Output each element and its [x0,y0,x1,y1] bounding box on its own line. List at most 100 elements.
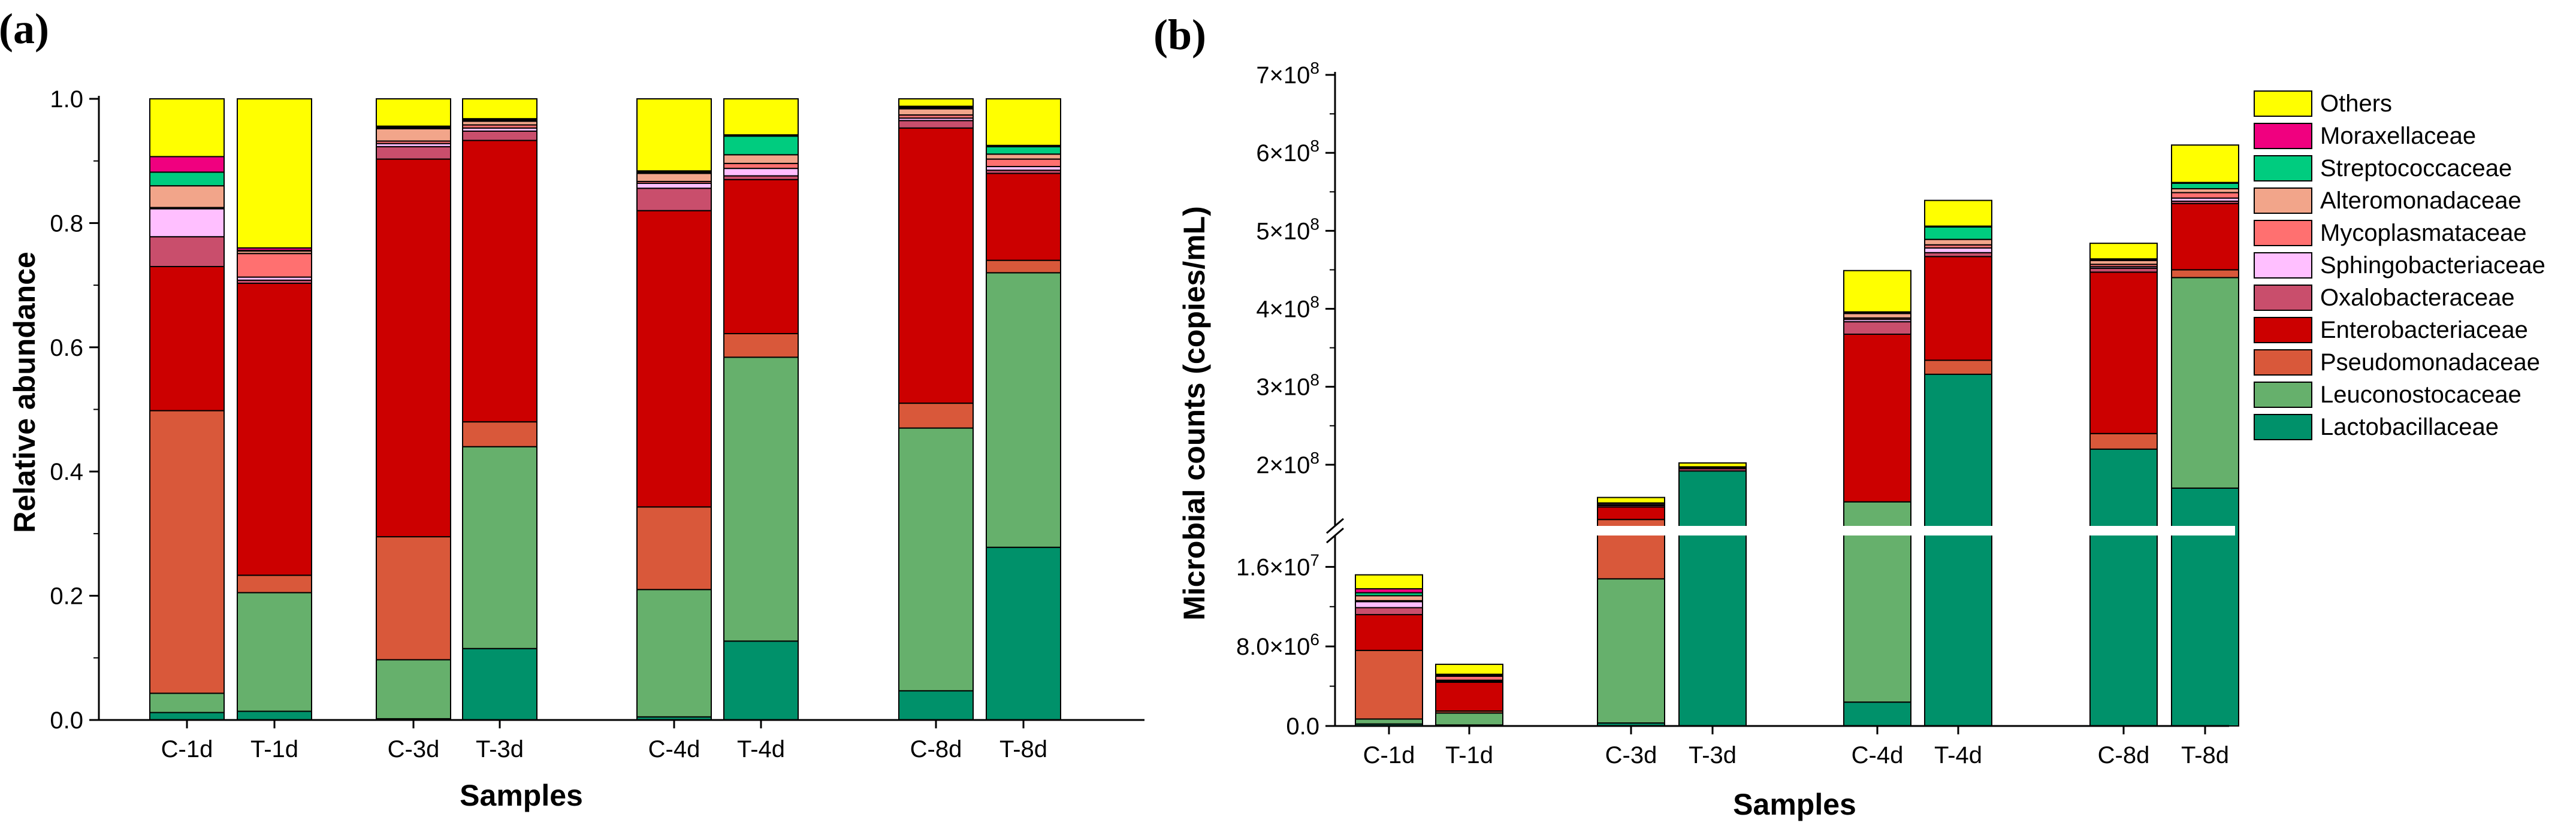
bar-segment-oxalobacteraceae-c-1d [1355,607,1423,616]
bar-segment-others-t-8d [2171,144,2239,183]
bar-segment-enterobacteriaceae-t-1d [237,282,312,576]
bar-segment-enterobacteriaceae-c-4d [636,210,712,508]
bar-segment-oxalobacteraceae-c-3d [376,146,451,160]
bar-segment-oxalobacteraceae-c-1d [149,236,225,267]
bar-segment-leuconostocaceae-c-3d [1597,578,1665,724]
bar-segment-pseudomonadaceae-c-8d [2089,432,2158,450]
panel-b: (b) C-1d T-1d C-3d T-3d C-4d T-4d C-8d T-8d 0.0 8… [1153,11,2239,821]
bar-segment-streptococcaceae-t-4d [1924,226,1992,240]
bar-segment-sphingobacteriaceae-c-4d [636,183,712,189]
bar-segment-enterobacteriaceae-c-1d [1355,614,1423,651]
x-tick-label-c-4d: C-4d [648,736,700,763]
bar-segment-leuconostocaceae-c-3d [376,659,451,719]
bar-segment-pseudomonadaceae-c-4d [636,506,712,591]
bar-segment-enterobacteriaceae-t-3d [462,140,537,423]
x-tick-label-c-8d: C-8d [2098,742,2150,769]
x-tick-label-t-1d: T-1d [1445,742,1493,769]
bar-segment-mycoplasmataceae-t-8d [2171,192,2239,199]
bar-segment-pseudomonadaceae-c-1d [149,410,225,694]
x-tick-label-t-4d: T-4d [737,736,785,763]
bar-segment-alteromonadaceae-c-3d [376,128,451,142]
x-tick-label-c-8d: C-8d [910,736,962,763]
bar-segment-pseudomonadaceae-t-3d [462,421,537,447]
legend-swatch-oxalobacteraceae [2254,285,2312,311]
bar-segment-enterobacteriaceae-c-1d [149,265,225,412]
bar-segment-alteromonadaceae-c-1d [1355,595,1423,601]
panel-a-axes: C-1d T-1d C-3d T-3d C-4d T-4d C-8d T-8d 0.0 0.2 0.… [50,86,1144,763]
bar-segment-enterobacteriaceae-t-1d [1435,681,1503,712]
legend-label-moraxellaceae: Moraxellaceae [2320,123,2476,149]
legend-label-oxalobacteraceae: Oxalobacteraceae [2320,285,2515,311]
y-tick-label-0-6: 0.6 [50,335,83,361]
bar-segment-leuconostocaceae-c-8d [898,427,974,692]
bar-segment-lactobacillaceae-c-8d [2089,448,2158,727]
y-tick-label-upper-0: 2×108 [1256,449,1319,479]
panel-a-label: (a) [0,5,49,53]
bar-segment-oxalobacteraceae-c-8d [898,120,974,129]
bar-segment-moraxellaceae-c-1d [149,156,225,173]
x-tick-label-c-1d: C-1d [1363,742,1415,769]
bar-segment-others-t-8d [986,98,1061,146]
bar-segment-pseudomonadaceae-t-8d [2171,269,2239,279]
bar-segment-others-c-1d [149,98,225,158]
legend-swatch-streptococcaceae [2254,155,2312,181]
bar-segment-others-t-3d [462,98,537,120]
bar-segment-enterobacteriaceae-c-3d [376,158,451,538]
bar-segment-oxalobacteraceae-c-4d [636,187,712,211]
legend-label-mycoplasmataceae: Mycoplasmataceae [2320,220,2527,246]
panel-b-label: (b) [1153,11,1206,59]
legend-label-pseudomonadaceae: Pseudomonadaceae [2320,349,2540,376]
legend-label-streptococcaceae: Streptococcaceae [2320,155,2512,181]
bar-segment-pseudomonadaceae-c-1d [1355,649,1423,720]
x-tick-label-c-3d: C-3d [388,736,440,763]
bar-segment-pseudomonadaceae-c-3d [376,536,451,661]
y-tick-label-upper-4: 6×108 [1256,137,1319,167]
bar-segment-alteromonadaceae-t-4d [723,154,799,164]
legend-swatch-alteromonadaceae [2254,187,2312,214]
bar-segment-enterobacteriaceae-c-8d [2089,271,2158,434]
y-tick-label-0-2: 0.2 [50,583,83,610]
bar-segment-sphingobacteriaceae-t-4d [723,168,799,177]
bar-segment-others-t-1d [237,98,312,249]
legend-swatch-moraxellaceae [2254,123,2312,149]
panel-a-bars [149,98,1061,721]
y-tick-label-0-8: 0.8 [50,210,83,237]
bar-segment-lactobacillaceae-c-1d [149,712,225,721]
panel-a-xlabel: Samples [460,779,583,812]
x-tick-label-c-3d: C-3d [1605,742,1657,769]
y-tick-label-upper-3: 5×108 [1256,214,1319,244]
bar-segment-others-c-4d [1843,270,1911,313]
bar-segment-lactobacillaceae-t-1d [237,710,312,721]
x-tick-label-t-1d: T-1d [250,736,298,763]
axis-break-mark [1326,518,1344,534]
y-tick-label-lower-1: 8.0×106 [1236,630,1319,660]
bar-segment-leuconostocaceae-t-1d [237,592,312,712]
panel-b-axes: C-1d T-1d C-3d T-3d C-4d T-4d C-8d T-8d 0.0 8.0×1… [1236,59,2229,769]
bar-segment-leuconostocaceae-c-4d [636,589,712,718]
y-tick-label-lower-2: 1.6×107 [1236,550,1319,580]
bar-segment-lactobacillaceae-t-4d [1924,373,1992,727]
y-tick-label-0-0: 0.0 [50,707,83,734]
bar-segment-mycoplasmataceae-t-4d [723,162,799,170]
panel-b-ylabel: Microbial counts (copies/mL) [1177,206,1211,621]
bar-segment-alteromonadaceae-c-4d [636,173,712,182]
bar-segment-oxalobacteraceae-c-4d [1843,321,1911,335]
x-tick-label-c-1d: C-1d [161,736,213,763]
bar-segment-others-c-1d [1355,574,1423,589]
bar-segment-leuconostocaceae-c-1d [1355,718,1423,725]
x-tick-label-t-3d: T-3d [1689,742,1737,769]
bar-segment-others-t-4d [1924,199,1992,227]
x-tick-label-t-8d: T-8d [999,736,1047,763]
bar-segment-others-c-4d [636,98,712,172]
bar-segment-leuconostocaceae-t-4d [723,356,799,642]
x-tick-label-c-4d: C-4d [1852,742,1904,769]
axis-break-gap [1317,526,2235,535]
bar-segment-others-c-8d [2089,243,2158,260]
legend-swatch-lactobacillaceae [2254,414,2312,440]
y-tick-label-1-0: 1.0 [50,86,83,113]
bar-segment-others-c-8d [898,98,974,107]
bar-segment-enterobacteriaceae-t-8d [2171,202,2239,271]
bar-segment-lactobacillaceae-t-8d [986,546,1061,721]
legend-label-others: Others [2320,90,2392,117]
